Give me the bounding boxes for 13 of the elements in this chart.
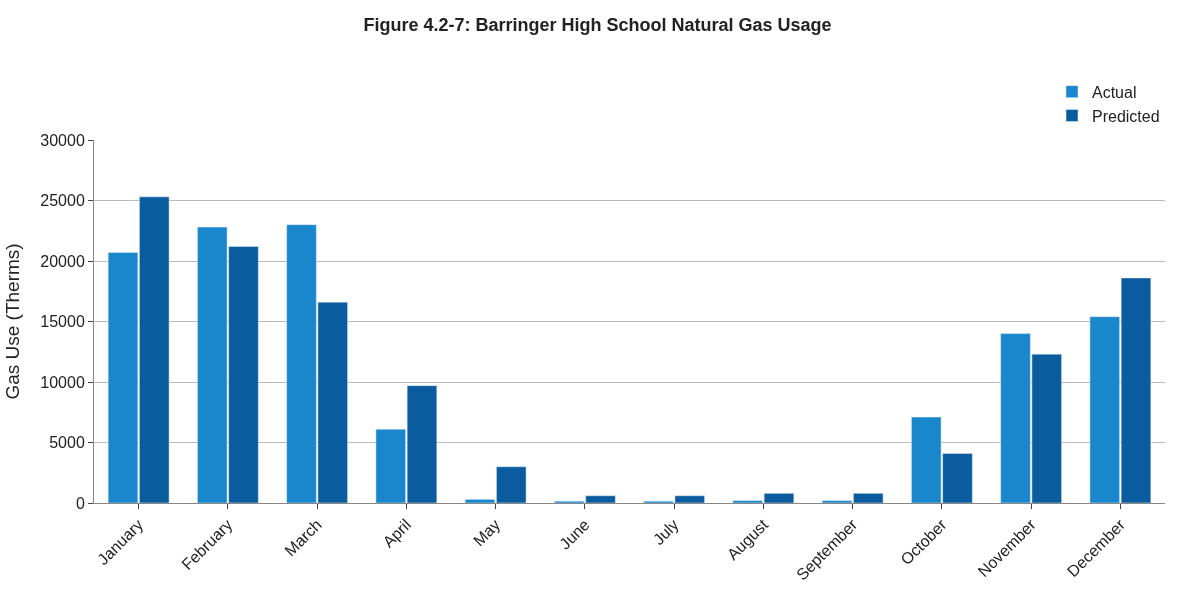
x-tick-label: July (649, 515, 682, 549)
y-axis-title: Gas Use (Therms) (2, 243, 24, 400)
y-tick-label: 0 (75, 494, 85, 512)
x-tick-label: May (470, 515, 504, 550)
y-tick-label: 30000 (40, 131, 85, 149)
legend-label: Actual (1092, 83, 1137, 101)
y-tick-label: 10000 (40, 373, 85, 391)
y-tick-label: 15000 (40, 313, 85, 331)
legend-label: Predicted (1092, 107, 1160, 125)
chart-title: Figure 4.2-7: Barringer High School Natural Gas Usage (363, 14, 832, 35)
y-tick-label: 20000 (40, 252, 85, 270)
y-tick-label: 25000 (40, 192, 85, 210)
y-tick-label: 5000 (49, 434, 85, 452)
